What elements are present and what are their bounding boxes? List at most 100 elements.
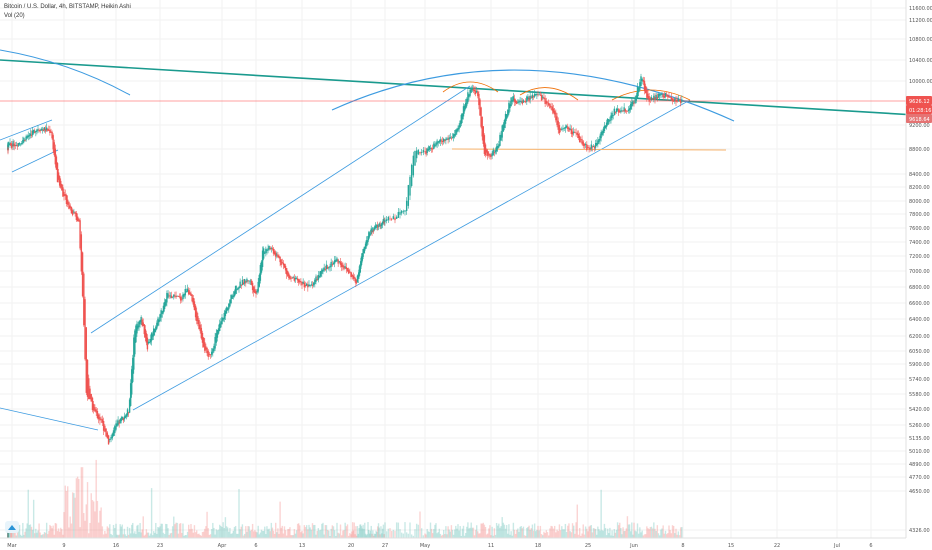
volume-bar	[188, 524, 190, 538]
candle-body	[143, 324, 145, 335]
volume-bar	[61, 529, 63, 538]
volume-bar	[296, 523, 299, 538]
volume-bar	[516, 529, 518, 538]
volume-bar	[28, 524, 31, 538]
volume-bar	[141, 529, 143, 538]
candle-body	[27, 135, 29, 138]
volume-bar	[199, 535, 201, 538]
candle-body	[564, 126, 567, 129]
volume-bar	[123, 528, 126, 538]
candle-body	[319, 271, 322, 277]
candle-body	[178, 296, 181, 298]
candle-body	[346, 268, 349, 272]
time-tick-label: 25	[585, 543, 591, 549]
candle-body	[600, 132, 602, 139]
candle-body	[236, 289, 238, 291]
time-tick-label: Jul	[833, 543, 840, 549]
candle-body	[368, 232, 370, 240]
volume-bar	[47, 534, 49, 538]
candle-body	[23, 137, 25, 142]
candle-body	[456, 128, 458, 133]
volume-bar	[65, 490, 68, 538]
volume-bar	[592, 528, 595, 538]
volume-bar	[495, 522, 498, 538]
candle-body	[446, 138, 448, 140]
price-axis[interactable]: 11600.00 11200.00 10800.00 10400.00 10000.00…	[905, 0, 932, 538]
volume-bar	[32, 499, 35, 538]
candle-body	[430, 148, 433, 150]
volume-bar	[167, 528, 169, 538]
candle-body	[126, 409, 129, 416]
candle-body	[37, 129, 39, 131]
volume-bar	[414, 529, 416, 538]
volume-indicator-label[interactable]: Vol (20)	[4, 13, 25, 19]
volume-bar	[336, 522, 338, 538]
volume-bar	[543, 531, 545, 538]
volume-bar	[508, 524, 510, 538]
candle-body	[542, 96, 544, 98]
price-tick-label: 11200.00	[909, 18, 932, 24]
candle-body	[511, 99, 513, 102]
volume-bar	[24, 531, 26, 538]
volume-bar	[417, 524, 420, 538]
volume-bar	[342, 530, 344, 538]
candle-body	[609, 120, 611, 122]
volume-bar	[198, 533, 200, 538]
volume-bar	[663, 533, 666, 538]
candle-body	[288, 273, 290, 279]
candle-body	[653, 95, 655, 99]
volume-bar	[287, 529, 289, 538]
symbol-title[interactable]: Bitcoin / U.S. Dollar, 4h, BITSTAMP, Hei…	[4, 4, 131, 10]
candle-body	[558, 125, 561, 134]
volume-bar	[573, 525, 575, 538]
tradingview-logo-icon[interactable]	[5, 521, 19, 533]
candle-body	[332, 262, 335, 265]
price-tick-label: 6050.00	[909, 349, 930, 355]
candle-body	[280, 259, 282, 265]
candle-body	[619, 111, 621, 113]
volume-bar	[261, 530, 264, 538]
volume-bar	[477, 531, 479, 538]
volume-bar	[533, 523, 536, 538]
candle-body	[539, 94, 542, 96]
volume-bar	[478, 533, 480, 538]
volume-bar	[115, 523, 117, 538]
candle-body	[316, 279, 318, 281]
volume-bar	[307, 529, 309, 538]
time-tick-label: 20	[348, 543, 354, 549]
volume-bar	[44, 532, 47, 538]
volume-bar	[170, 532, 173, 538]
candle-body	[676, 100, 678, 102]
volume-bar	[671, 525, 674, 538]
volume-bar	[668, 525, 670, 538]
volume-bar	[315, 534, 317, 538]
volume-bar	[264, 526, 266, 538]
candle-body	[562, 128, 564, 130]
candle-body	[574, 132, 576, 134]
candle-body	[156, 322, 158, 329]
volume-bar	[657, 533, 660, 538]
early-channel-upper	[0, 119, 53, 141]
candle-body	[224, 310, 227, 317]
candle-body	[399, 211, 401, 215]
volume-bar	[484, 526, 487, 538]
volume-bar	[530, 528, 532, 538]
candle-body	[510, 97, 512, 107]
volume-bar	[317, 528, 320, 538]
volume-bar	[7, 532, 9, 538]
candle-body	[375, 226, 377, 228]
candle-body	[639, 82, 641, 90]
volume-bar	[120, 526, 122, 538]
candle-body	[209, 354, 212, 356]
candle-body	[538, 94, 540, 96]
volume-bar	[248, 526, 250, 538]
volume-bar	[352, 530, 355, 538]
candle-body	[179, 296, 182, 301]
volume-bar	[231, 533, 233, 538]
candle-body	[361, 253, 364, 261]
time-axis[interactable]: Mar 9 16 23 Apr 6 13 20 27 May 11 18 25 Jun 8 15 22 Jul 6	[0, 537, 906, 549]
candle-body	[631, 102, 633, 107]
candle-body	[587, 147, 589, 149]
volume-bar	[471, 527, 473, 538]
